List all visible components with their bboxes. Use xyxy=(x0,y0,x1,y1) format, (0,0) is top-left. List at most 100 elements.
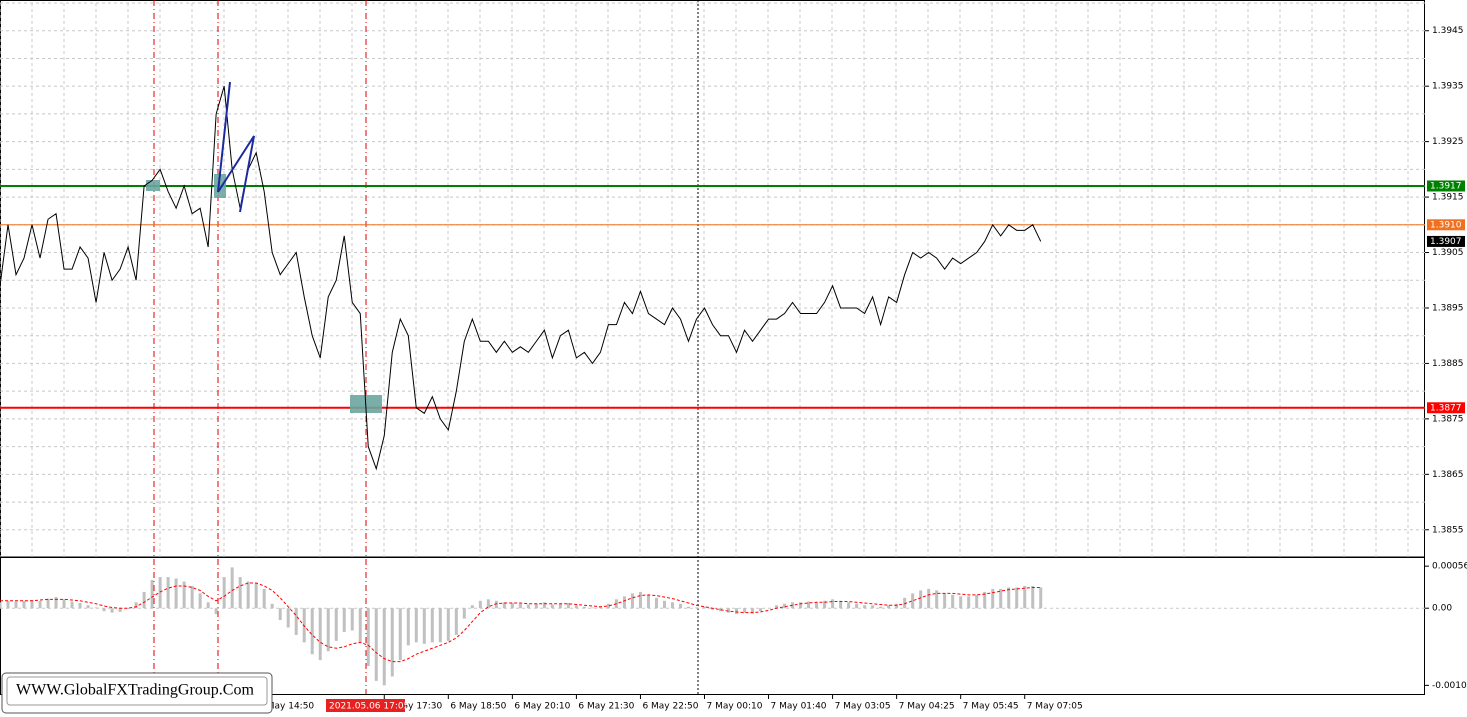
macd-bar xyxy=(518,603,522,609)
x-tick-label: 7 May 07:05 xyxy=(1027,702,1083,712)
macd-bar xyxy=(927,588,931,609)
macd-bar xyxy=(694,607,698,609)
macd-bar xyxy=(855,603,859,609)
level-tag xyxy=(1427,402,1465,414)
macd-bar xyxy=(678,603,682,609)
macd-bar xyxy=(398,608,402,661)
macd-bar xyxy=(254,582,258,609)
macd-bar xyxy=(630,593,634,609)
macd-bar xyxy=(438,608,442,643)
level-label: 1.3917 xyxy=(1430,181,1462,191)
current-price: 1.3907 xyxy=(1430,237,1462,247)
macd-bar xyxy=(751,608,755,614)
macd-bar xyxy=(759,608,763,612)
macd-bar xyxy=(414,608,418,643)
macd-bar xyxy=(46,598,50,609)
macd-bar xyxy=(975,594,979,609)
signal-line xyxy=(0,582,1041,663)
macd-bar xyxy=(182,581,186,609)
x-tick-label: 6 May 21:30 xyxy=(578,702,634,712)
y-tick-label: 1.3865 xyxy=(1432,470,1464,480)
macd-bar xyxy=(166,577,170,609)
zigzag xyxy=(217,81,255,213)
x-tick-label: 6 May 18:50 xyxy=(450,702,506,712)
y-tick-label: -0.00104 xyxy=(1432,681,1467,691)
crosshair-label: 2021.05.06 17:05 xyxy=(329,702,409,712)
macd-bar xyxy=(30,600,34,609)
macd-bar xyxy=(6,600,10,609)
macd-bar xyxy=(70,601,74,609)
macd-bar xyxy=(919,590,923,609)
watermark: WWW.GlobalFXTradingGroup.Com xyxy=(16,682,254,699)
macd-bar xyxy=(342,608,346,632)
macd-bar xyxy=(430,608,434,643)
macd-bar xyxy=(310,608,314,655)
macd-bar xyxy=(983,591,987,609)
y-tick-label: 1.3885 xyxy=(1432,359,1464,369)
x-tick-label: 6 May 14:50 xyxy=(258,702,314,712)
macd-bar xyxy=(1031,585,1035,609)
macd-bar xyxy=(198,593,202,609)
macd-bar xyxy=(406,608,410,646)
macd-bar xyxy=(358,608,362,643)
macd-bar xyxy=(711,608,714,610)
price-tag xyxy=(1427,235,1465,247)
macd-bar xyxy=(470,605,474,609)
pane-frame xyxy=(0,557,1425,695)
macd-bar xyxy=(935,590,939,609)
macd-bar xyxy=(510,603,514,609)
macd-bar xyxy=(446,608,450,641)
macd-bar xyxy=(654,597,658,609)
macd-bar xyxy=(110,608,114,613)
macd-bar xyxy=(390,608,394,677)
macd-bar xyxy=(911,593,915,609)
macd-bar xyxy=(951,594,955,609)
macd-bar xyxy=(0,602,2,609)
macd-bar xyxy=(991,588,995,609)
macd-bar xyxy=(14,601,18,609)
y-tick-label: 0.000567 xyxy=(1432,562,1467,572)
macd-bar xyxy=(286,608,290,628)
x-tick-label: 7 May 04:25 xyxy=(899,702,955,712)
macd-bar xyxy=(1039,587,1043,609)
macd-bar xyxy=(174,578,178,609)
macd-bar xyxy=(38,600,42,609)
x-tick-label: 6 May 20:10 xyxy=(514,702,570,712)
macd-bar xyxy=(807,601,811,609)
macd-bar xyxy=(238,577,242,609)
macd-bar xyxy=(903,597,907,609)
macd-bar xyxy=(374,608,378,681)
macd-bar xyxy=(214,608,218,615)
macd-bar xyxy=(102,608,106,612)
macd-bar xyxy=(735,608,739,615)
macd-bar xyxy=(294,608,298,635)
macd-bar xyxy=(895,603,899,609)
macd-bar xyxy=(847,602,851,609)
macd-bar xyxy=(270,603,274,609)
macd-bar xyxy=(542,602,546,609)
macd-bar xyxy=(879,606,883,609)
x-tick-label: 6 May 17:30 xyxy=(386,702,442,712)
macd-bar xyxy=(134,602,138,609)
macd-bar xyxy=(839,600,843,609)
macd-bar xyxy=(350,608,354,631)
macd-bar xyxy=(662,600,666,609)
macd-bar xyxy=(502,602,506,609)
macd-bar xyxy=(646,594,650,609)
macd-bar xyxy=(230,567,234,609)
crosshair-tag xyxy=(326,699,405,712)
macd-bar xyxy=(94,607,98,609)
y-tick-label: 1.3935 xyxy=(1432,82,1464,92)
macd-bar xyxy=(598,606,602,609)
signal-box xyxy=(146,180,160,191)
macd-bar xyxy=(574,605,578,609)
macd-bar xyxy=(526,604,530,609)
macd-bar xyxy=(863,605,867,609)
macd-bar xyxy=(999,588,1003,609)
macd-bar xyxy=(622,596,626,609)
macd-bar xyxy=(727,608,731,613)
macd-bar xyxy=(158,577,162,609)
macd-bar xyxy=(823,600,827,609)
